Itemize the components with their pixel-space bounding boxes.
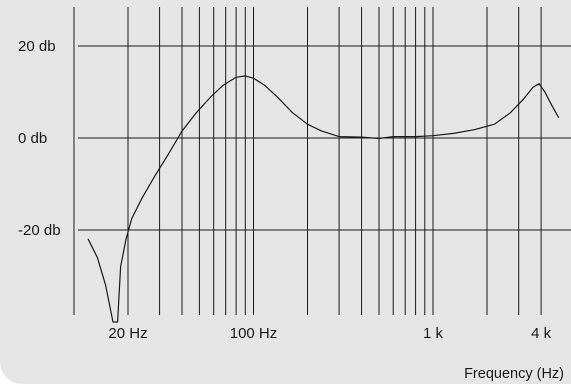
x-tick-label: 100 Hz [230, 325, 278, 342]
y-tick-label: 20 db [18, 38, 56, 55]
x-tick-labels: 20 Hz 100 Hz 1 k 4 k [108, 325, 551, 342]
y-tick-labels: 20 db 0 db -20 db [18, 38, 61, 239]
vertical-gridlines [73, 7, 542, 315]
x-tick-label: 1 k [423, 325, 444, 342]
response-curve [87, 75, 560, 323]
y-tick-label: -20 db [18, 222, 61, 239]
x-tick-label: 20 Hz [108, 325, 147, 342]
horizontal-gridlines [78, 45, 571, 231]
y-tick-label: 0 db [18, 130, 47, 147]
x-axis-label: Frequency (Hz) [464, 366, 564, 382]
x-tick-label: 4 k [531, 325, 552, 342]
